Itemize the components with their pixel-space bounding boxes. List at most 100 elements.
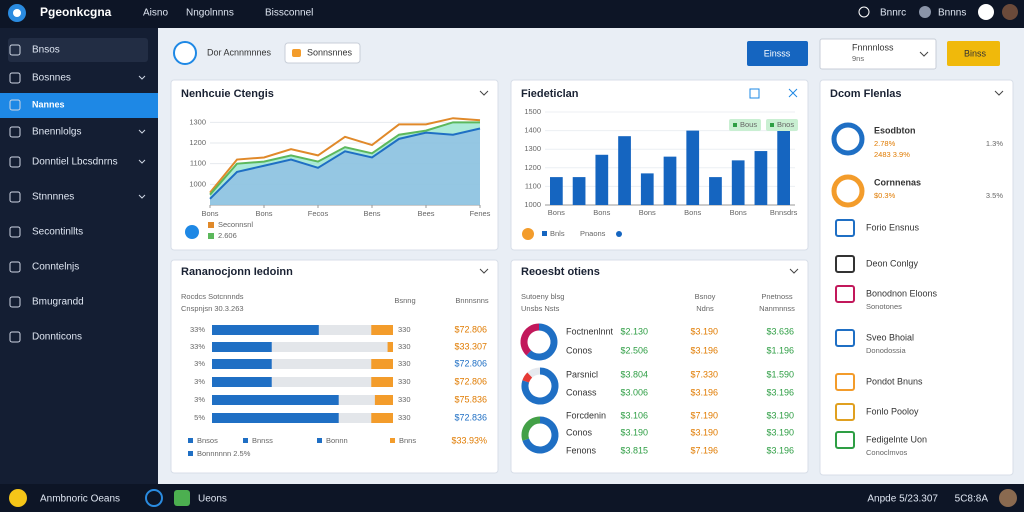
sidebar-icon bbox=[9, 126, 21, 138]
item-title[interactable]: Bonodnon Eloons bbox=[866, 288, 938, 298]
item-title[interactable]: Forio Ensnus bbox=[866, 222, 920, 232]
row-value: $7.196 bbox=[690, 445, 718, 455]
dropdown-label[interactable]: Fnnnnloss bbox=[852, 42, 894, 52]
column-header: Ndns bbox=[696, 304, 714, 313]
y-tick-label: 1100 bbox=[190, 159, 206, 168]
sidebar-item[interactable]: Donntiel Lbcsdnrns bbox=[32, 157, 118, 168]
avatar bbox=[999, 489, 1017, 507]
search-box[interactable] bbox=[8, 38, 148, 62]
app-icon[interactable] bbox=[174, 490, 190, 506]
legend-icon bbox=[522, 228, 534, 240]
legend-swatch bbox=[243, 438, 248, 443]
item-title[interactable]: Pondot Bnuns bbox=[866, 376, 923, 386]
row-count: 330 bbox=[398, 395, 411, 404]
panel-title: Fiedeticlan bbox=[521, 88, 579, 100]
item-icon bbox=[835, 219, 855, 237]
legend-swatch bbox=[188, 451, 193, 456]
bar bbox=[686, 130, 700, 205]
sidebar-item[interactable]: Conntelnjs bbox=[32, 262, 79, 273]
sidebar-item[interactable]: Bosnnes bbox=[32, 73, 71, 84]
item-title[interactable]: Fonlo Pooloy bbox=[866, 406, 919, 416]
menu-item[interactable]: Nngolnnns bbox=[186, 8, 234, 19]
dropdown[interactable] bbox=[819, 38, 937, 70]
item-title[interactable]: Cornnenas bbox=[874, 177, 921, 187]
sidebar-item[interactable]: Bnennlolgs bbox=[32, 127, 81, 138]
chevron bbox=[138, 159, 146, 164]
item-right: 1.3% bbox=[986, 139, 1003, 148]
notification-icon[interactable] bbox=[978, 4, 994, 20]
sidebar-icon bbox=[9, 226, 21, 238]
badge-dot bbox=[770, 123, 774, 127]
button-label[interactable]: Binss bbox=[964, 48, 987, 58]
top-link[interactable]: Bnnrc bbox=[880, 8, 906, 19]
filter-icon bbox=[292, 49, 301, 57]
close-icon[interactable] bbox=[788, 88, 798, 98]
sidebar-item[interactable]: Bnsos bbox=[32, 45, 60, 56]
secondary-button[interactable] bbox=[947, 41, 1000, 66]
row-amount: $72.806 bbox=[454, 324, 487, 334]
column-header: Sutoeny blsg bbox=[521, 292, 564, 301]
bar bbox=[731, 160, 745, 205]
item-sub: Donodossia bbox=[866, 346, 906, 355]
avatar[interactable] bbox=[1002, 4, 1018, 20]
row-value: $7.190 bbox=[690, 410, 718, 420]
badge-label: Bnos bbox=[777, 120, 794, 129]
item-title[interactable]: Esodbton bbox=[874, 125, 916, 135]
chevron[interactable] bbox=[479, 90, 1004, 274]
bar bbox=[212, 377, 272, 387]
panel-action[interactable] bbox=[749, 88, 760, 99]
item-icon bbox=[831, 174, 865, 208]
sidebar-item[interactable]: Bmugrandd bbox=[32, 297, 84, 308]
badge-label: Bous bbox=[740, 120, 757, 129]
y-tick-label: 1000 bbox=[524, 200, 541, 209]
menu-item[interactable]: Bissconnel bbox=[265, 8, 313, 19]
item-icon bbox=[835, 285, 855, 303]
item-sub: 2.78% bbox=[874, 139, 896, 148]
x-tick-label: Bnnsdrs bbox=[770, 208, 798, 217]
y-tick-label: 1100 bbox=[525, 181, 541, 190]
item-title[interactable]: Deon Conlgy bbox=[866, 258, 919, 268]
row-value: $7.330 bbox=[690, 369, 718, 379]
button-label[interactable]: Einsss bbox=[764, 48, 791, 58]
status-icon[interactable] bbox=[145, 489, 163, 507]
status-date: Anpde 5/23.307 bbox=[867, 494, 938, 505]
row-value: $2.130 bbox=[620, 326, 648, 336]
sidebar-item[interactable]: Nannes bbox=[32, 99, 65, 109]
column-header: Bnnnsnns bbox=[455, 296, 489, 305]
icon[interactable] bbox=[858, 6, 870, 18]
badge bbox=[729, 119, 761, 131]
sidebar-icon bbox=[9, 191, 21, 203]
panel-title: Rananocjonn Iedoinn bbox=[181, 266, 293, 278]
sidebar-item[interactable]: Stnnnnes bbox=[32, 192, 74, 203]
row-count: 330 bbox=[398, 413, 411, 422]
icon[interactable] bbox=[919, 6, 931, 18]
chevron bbox=[138, 194, 146, 199]
bar bbox=[212, 359, 272, 369]
sidebar-item[interactable]: Donnticons bbox=[32, 332, 82, 343]
legend-swatch bbox=[542, 231, 547, 236]
filter-button[interactable] bbox=[284, 42, 361, 64]
item-title[interactable]: Sveo Bhoial bbox=[866, 332, 914, 342]
bar bbox=[777, 130, 790, 205]
item-title[interactable]: Fedigelnte Uon bbox=[866, 434, 927, 444]
status-text[interactable]: Ueons bbox=[198, 494, 227, 505]
column-header: Cnspnjsn 30.3.263 bbox=[181, 304, 244, 313]
row-value: $3.106 bbox=[620, 410, 648, 420]
x-tick-label: Bons bbox=[684, 208, 701, 217]
badge-dot bbox=[733, 123, 737, 127]
row-value: $3.190 bbox=[766, 410, 794, 420]
x-tick-label: Bees bbox=[417, 209, 434, 218]
primary-button[interactable] bbox=[747, 41, 808, 66]
filter-label[interactable]: Sonnsnnes bbox=[307, 47, 353, 57]
top-link[interactable]: Bnnns bbox=[938, 8, 966, 19]
sidebar-item[interactable]: Secontinllts bbox=[32, 227, 83, 238]
item-icon bbox=[835, 373, 855, 391]
menu-item[interactable]: Aisno bbox=[143, 8, 168, 19]
row-value: $3.636 bbox=[766, 326, 794, 336]
row-value: $1.590 bbox=[766, 369, 794, 379]
dropdown-label[interactable]: 9ns bbox=[852, 54, 864, 63]
row-amount: $72.806 bbox=[454, 376, 487, 386]
row-value: $3.190 bbox=[766, 427, 794, 437]
donut-segment bbox=[522, 416, 559, 454]
